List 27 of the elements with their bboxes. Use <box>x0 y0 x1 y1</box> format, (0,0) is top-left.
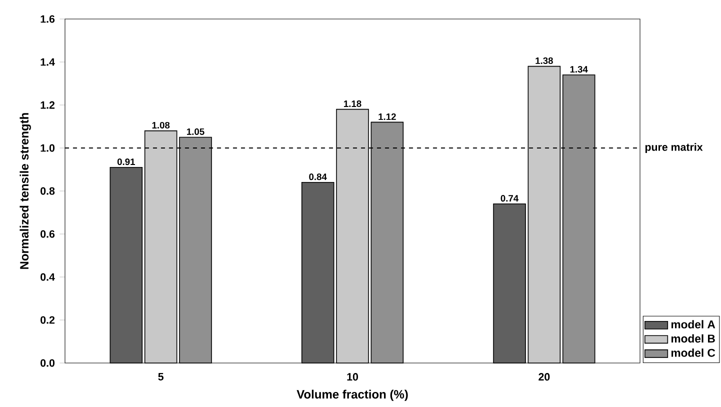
data-label: 0.84 <box>309 174 327 180</box>
y-axis-title: Normalized tensile strength <box>20 113 31 269</box>
x-tick-label: 5 <box>158 373 164 380</box>
y-tick-label: 0.2 <box>40 316 55 324</box>
y-tick-label: 0.0 <box>40 359 55 367</box>
data-label: 1.05 <box>187 128 204 135</box>
x-axis-title: Volume fraction (%) <box>296 390 408 401</box>
ref-line-label: pure matrix <box>645 143 703 153</box>
data-label: 1.08 <box>152 122 170 129</box>
y-tick-label: 0.4 <box>40 273 55 281</box>
y-tick-label: 1.2 <box>40 101 55 109</box>
legend-label: model C <box>671 348 716 357</box>
y-tick-label: 1.4 <box>40 58 55 66</box>
y-tick-label: 0.8 <box>40 187 55 195</box>
legend-label: model A <box>671 320 716 328</box>
x-tick-label: 10 <box>347 373 358 381</box>
y-tick-label: 0.6 <box>40 230 55 238</box>
y-tick-label: 1.6 <box>40 15 55 23</box>
data-label: 0.91 <box>117 158 135 166</box>
data-label: 1.34 <box>570 66 588 73</box>
x-tick-label: 20 <box>538 373 550 381</box>
data-label: 0.74 <box>500 195 519 202</box>
data-label: 1.12 <box>378 113 396 120</box>
legend-label: model B <box>671 334 715 343</box>
y-tick-label: 1.0 <box>40 144 55 152</box>
data-label: 1.18 <box>344 100 362 108</box>
data-label: 1.38 <box>536 57 553 64</box>
